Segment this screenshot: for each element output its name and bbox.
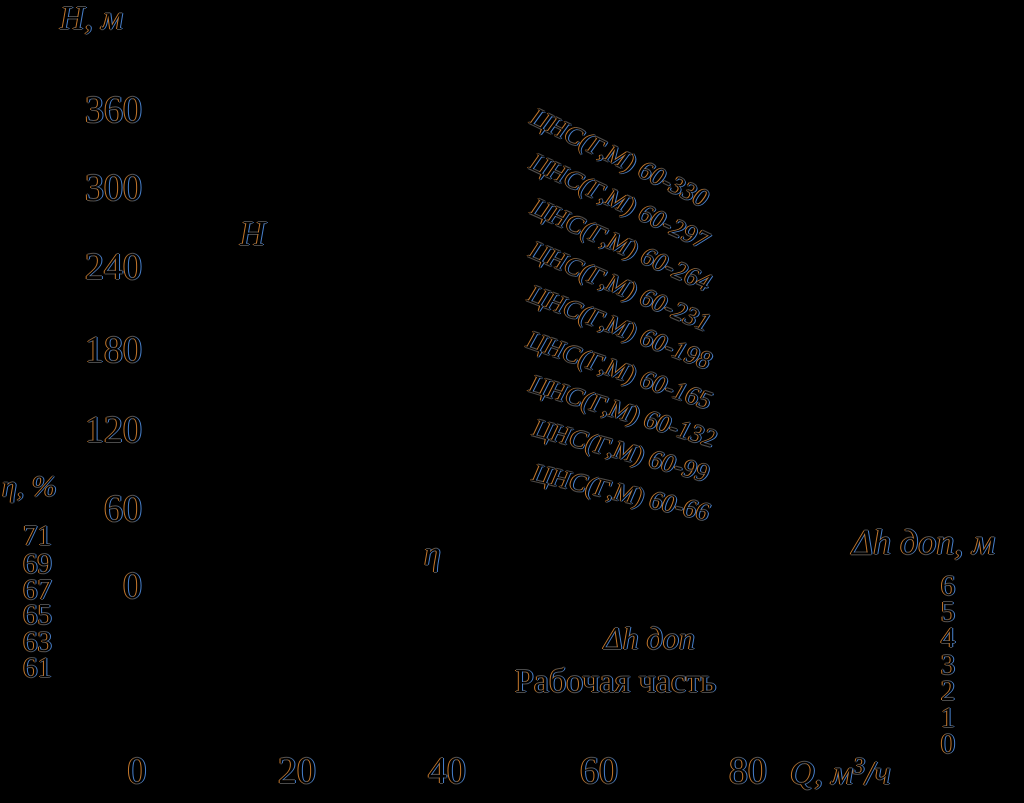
working-range-annotation: Рабочая часть <box>515 663 717 700</box>
dh-axis-tick: 5 <box>940 596 956 628</box>
q-axis-label-superscript: 3 <box>853 754 866 780</box>
q-axis-tick: 80 <box>729 750 767 792</box>
q-axis-tick: 20 <box>278 750 316 792</box>
h-axis-tick: 360 <box>85 89 142 131</box>
h-axis-tick: 180 <box>85 329 142 371</box>
dh-axis-tick: 1 <box>940 702 956 734</box>
dh-axis-label: Δh доп, м <box>852 522 996 562</box>
q-axis-label-base: Q, м <box>790 755 854 792</box>
h-axis-tick: 0 <box>123 565 142 607</box>
q-axis-tick: 40 <box>428 750 466 792</box>
dh-axis-tick: 4 <box>940 622 956 654</box>
q-axis-tick: 0 <box>127 750 147 792</box>
eta-axis-tick: 71 <box>23 520 52 552</box>
dh-axis-tick: 6 <box>940 570 956 602</box>
h-axis-tick: 300 <box>85 167 142 209</box>
dh-axis-tick: 2 <box>940 675 956 707</box>
h-axis-tick: 60 <box>104 488 142 530</box>
q-axis-label: Q, м3/ч <box>790 754 891 792</box>
h-axis-tick: 120 <box>85 409 142 451</box>
dh-axis-tick: 0 <box>940 728 956 760</box>
efficiency-curve-annotation: η <box>424 536 441 573</box>
eta-axis-tick: 61 <box>23 652 52 684</box>
q-axis-tick: 60 <box>580 750 618 792</box>
cavitation-curve-annotation: Δh доп <box>604 620 695 656</box>
eta-axis-tick: 63 <box>23 626 52 658</box>
eta-axis-tick: 65 <box>23 599 52 631</box>
h-axis-label: Н, м <box>60 0 124 37</box>
eta-axis-label: η, % <box>2 470 57 503</box>
h-axis-tick: 240 <box>85 246 142 288</box>
eta-axis-tick: 67 <box>23 574 52 606</box>
head-curve-annotation: Н <box>240 214 266 253</box>
q-axis-label-tail: /ч <box>865 755 891 792</box>
eta-axis-tick: 69 <box>23 548 52 580</box>
dh-axis-tick: 3 <box>940 649 956 681</box>
